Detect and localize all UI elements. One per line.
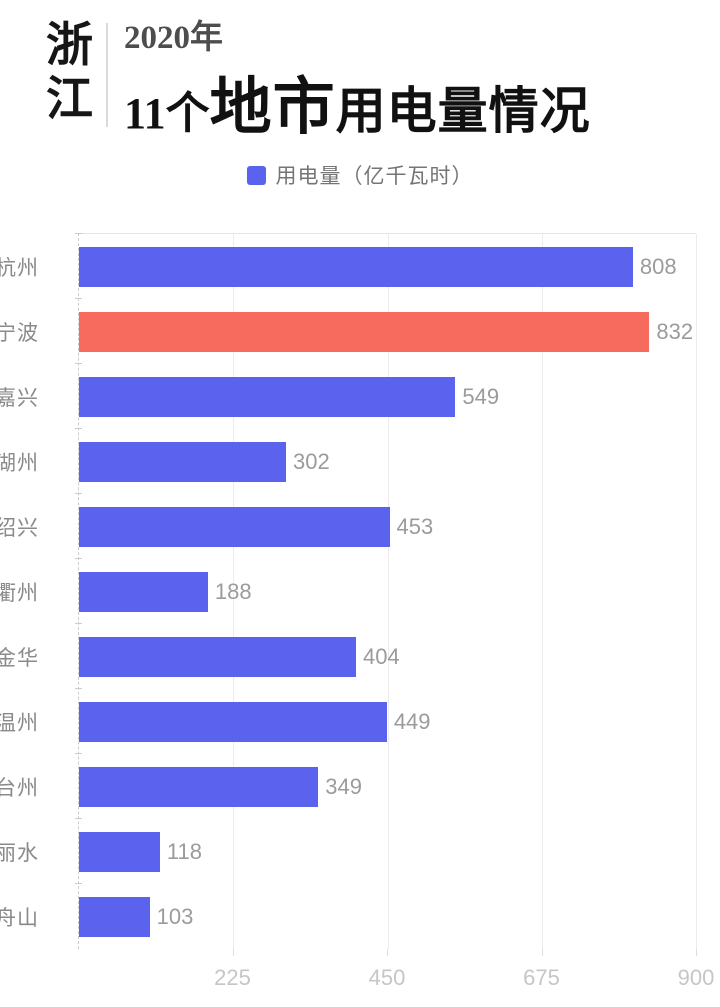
- legend-label: 用电量（亿千瓦时）: [275, 165, 474, 188]
- value-label: 549: [462, 383, 500, 409]
- category-label: 嘉兴: [0, 386, 39, 410]
- gridline: [387, 234, 389, 949]
- chart-header: 浙江 2020年 11个 地市 用电量情况: [0, 0, 720, 142]
- x-axis: 225 450 675 900: [78, 949, 714, 999]
- category-label: 湖州: [0, 451, 39, 475]
- value-label: 103: [156, 903, 194, 929]
- title-prefix: 11个: [124, 88, 210, 138]
- bar: [79, 831, 160, 872]
- gridline: [696, 234, 697, 949]
- region-title: 浙江: [46, 20, 93, 126]
- value-label: 188: [214, 578, 252, 604]
- value-label: 302: [293, 448, 330, 474]
- bar-row: 绍兴 453: [0, 493, 696, 559]
- category-label: 台州: [0, 776, 39, 800]
- x-axis-label: 675: [523, 965, 560, 990]
- bar: [79, 246, 633, 287]
- gridline: [233, 234, 235, 949]
- bar: [79, 441, 287, 482]
- bar: [79, 896, 150, 937]
- category-label: 衢州: [0, 581, 39, 605]
- gridline: [541, 234, 543, 949]
- bar-row: 衢州 188: [0, 558, 696, 624]
- bar: [79, 506, 390, 547]
- value-label: 453: [396, 513, 434, 539]
- bar-row: 宁波 832: [0, 298, 696, 364]
- value-label: 449: [393, 708, 431, 734]
- x-axis-tick: [232, 949, 234, 956]
- bar-chart: 杭州 808 宁波 832 嘉兴 549 湖州 302 绍兴 453 衢州 188 金华 404 温州 449…: [0, 233, 720, 999]
- bar: [79, 701, 387, 742]
- x-axis-label: 450: [368, 965, 406, 990]
- category-label: 丽水: [0, 841, 39, 865]
- category-label: 温州: [0, 711, 39, 735]
- bar-row: 嘉兴 549: [0, 363, 696, 429]
- value-label: 349: [325, 773, 362, 799]
- bar-row: 舟山 103: [0, 883, 696, 949]
- title-line: 11个 地市 用电量情况: [124, 56, 591, 146]
- category-label: 绍兴: [0, 516, 39, 540]
- bar-row: 温州 449: [0, 688, 696, 754]
- bar-row: 湖州 302: [0, 428, 696, 494]
- bar-row: 丽水 118: [0, 818, 696, 884]
- category-label: 杭州: [0, 256, 39, 280]
- x-axis-label: 225: [214, 965, 251, 990]
- plot-area: 杭州 808 宁波 832 嘉兴 549 湖州 302 绍兴 453 衢州 188 金华 404 温州 449…: [0, 233, 697, 949]
- category-label: 宁波: [0, 321, 39, 345]
- x-axis-tick: [541, 949, 543, 956]
- bar: [79, 311, 650, 352]
- title-divider: [106, 23, 108, 127]
- title-big: 地市: [209, 73, 336, 142]
- legend-swatch: [246, 165, 266, 185]
- bar: [79, 571, 208, 612]
- value-label: 808: [639, 253, 677, 279]
- x-axis-tick: [696, 949, 697, 956]
- bar: [79, 766, 319, 807]
- bar: [79, 636, 356, 677]
- bar-row: 台州 349: [0, 753, 696, 819]
- value-label: 118: [166, 838, 202, 864]
- value-label: 404: [362, 643, 400, 669]
- title-block: 2020年 11个 地市 用电量情况: [124, 20, 591, 146]
- value-label: 832: [656, 318, 694, 344]
- legend: 用电量（亿千瓦时）: [0, 164, 720, 188]
- bar-row: 金华 404: [0, 623, 696, 689]
- x-axis-tick: [387, 949, 388, 956]
- category-label: 舟山: [0, 906, 39, 930]
- x-axis-label: 900: [677, 965, 715, 990]
- bar-row: 杭州 808: [0, 233, 696, 299]
- category-label: 金华: [0, 646, 39, 670]
- title-year: 2020年: [124, 20, 223, 56]
- title-suffix: 用电量情况: [335, 82, 591, 139]
- bar: [79, 376, 456, 417]
